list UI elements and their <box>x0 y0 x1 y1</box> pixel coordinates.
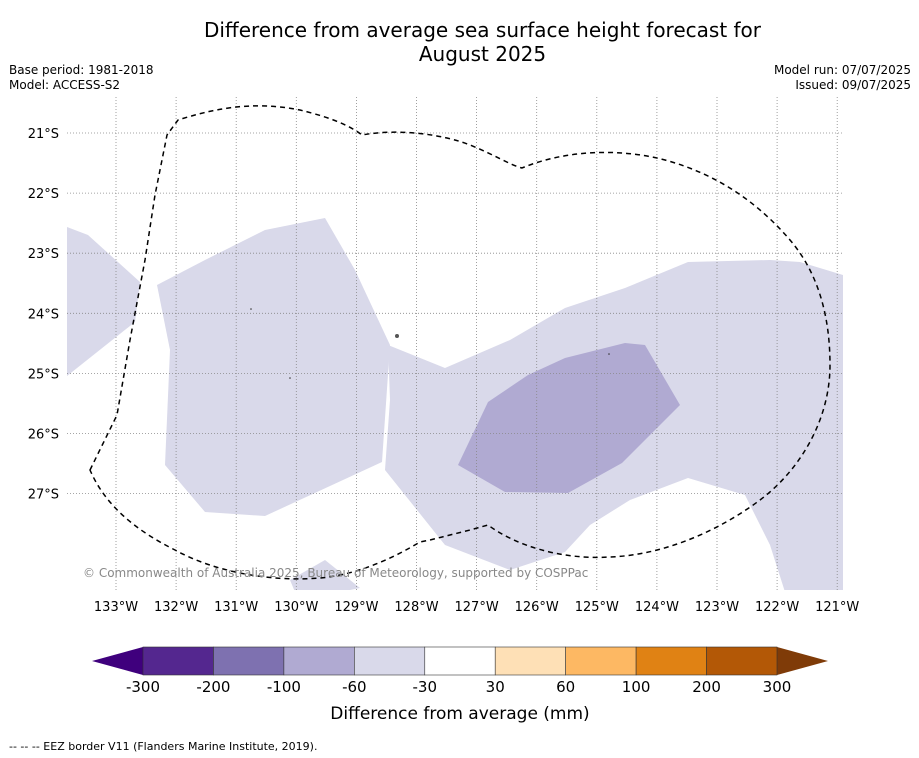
longitude-label: 131°W <box>214 600 258 615</box>
latitude-label: 26°S <box>28 428 59 443</box>
base-info: Base period: 1981-2018 Model: ACCESS-S2 <box>9 63 154 93</box>
colorbar-segment <box>635 646 707 676</box>
anomaly-fill <box>67 218 843 590</box>
anomaly-region-south <box>290 560 360 590</box>
anomaly-region-central <box>157 218 390 516</box>
title-line-2: August 2025 <box>418 42 547 66</box>
colorbar-segment <box>706 646 778 676</box>
longitude-label: 123°W <box>695 600 739 615</box>
latitude-label: 27°S <box>28 488 59 503</box>
longitude-label: 133°W <box>94 600 138 615</box>
run-info: Model run: 07/07/2025 Issued: 09/07/2025 <box>774 63 911 93</box>
base-period-text: Base period: 1981-2018 <box>9 63 154 77</box>
latitude-label: 24°S <box>28 307 59 322</box>
title-line-1: Difference from average sea surface heig… <box>203 18 762 42</box>
colorbar-high-extension <box>777 647 828 675</box>
colorbar-tick-label: -100 <box>267 678 301 696</box>
island-speck <box>289 377 291 379</box>
eez-footnote: -- -- -- EEZ border V11 (Flanders Marine… <box>9 740 318 753</box>
colorbar-segment <box>494 646 566 676</box>
copyright-text: © Commonwealth of Australia 2025, Bureau… <box>83 566 588 580</box>
anomaly-region-core <box>458 343 680 493</box>
colorbar-tick-label: 60 <box>556 678 575 696</box>
longitude-labels: 133°W 132°W 131°W 130°W 129°W 128°W 127°W 126°W… <box>94 600 860 615</box>
latitude-label: 21°S <box>28 127 59 142</box>
eez-border <box>89 105 831 580</box>
colorbar-segment <box>142 646 214 676</box>
colorbar-tick-label: -60 <box>342 678 367 696</box>
island-speck <box>608 353 610 355</box>
longitude-label: 127°W <box>455 600 499 615</box>
map-title: Difference from average sea surface heig… <box>0 18 919 66</box>
longitude-label: 122°W <box>755 600 799 615</box>
colorbar-tick-label: -30 <box>413 678 438 696</box>
colorbar-segment <box>424 646 496 676</box>
latitude-label: 23°S <box>28 247 59 262</box>
graticule <box>67 97 843 590</box>
colorbar-segment <box>354 646 426 676</box>
colorbar-tick-label: 30 <box>486 678 505 696</box>
colorbar-tick-label: -200 <box>196 678 230 696</box>
colorbar-ticks: -300 -200 -100 -60 -30 30 60 100 200 300 <box>126 678 791 696</box>
colorbar-segment <box>565 646 637 676</box>
longitude-label: 121°W <box>815 600 859 615</box>
colorbar-tick-label: 100 <box>622 678 651 696</box>
colorbar-low-extension <box>92 647 143 675</box>
longitude-label: 129°W <box>334 600 378 615</box>
colorbar-segment <box>283 646 355 676</box>
colorbar-tick-label: 200 <box>692 678 721 696</box>
longitude-label: 124°W <box>635 600 679 615</box>
island-speck <box>395 334 399 338</box>
model-text: Model: ACCESS-S2 <box>9 78 121 92</box>
latitude-label: 25°S <box>28 367 59 382</box>
map-figure: 21°S22°S23°S24°S25°S26°S27°S 133°W 132°W 1… <box>28 97 860 724</box>
longitude-label: 132°W <box>154 600 198 615</box>
island-speck <box>250 308 252 310</box>
colorbar: -300 -200 -100 -60 -30 30 60 100 200 300 Differen… <box>92 646 828 724</box>
colorbar-segments <box>142 646 778 676</box>
latitude-label: 22°S <box>28 187 59 202</box>
colorbar-tick-label: -300 <box>126 678 160 696</box>
anomaly-region-west <box>67 227 140 376</box>
longitude-label: 128°W <box>394 600 438 615</box>
latitude-labels: 21°S 22°S 23°S 24°S 25°S 26°S 27°S <box>28 127 59 503</box>
colorbar-label: Difference from average (mm) <box>330 704 589 724</box>
issued-text: Issued: 09/07/2025 <box>795 78 911 92</box>
colorbar-segment <box>213 646 285 676</box>
model-run-text: Model run: 07/07/2025 <box>773 63 911 77</box>
longitude-label: 126°W <box>515 600 559 615</box>
longitude-label: 125°W <box>575 600 619 615</box>
colorbar-tick-label: 300 <box>763 678 792 696</box>
longitude-label: 130°W <box>274 600 318 615</box>
